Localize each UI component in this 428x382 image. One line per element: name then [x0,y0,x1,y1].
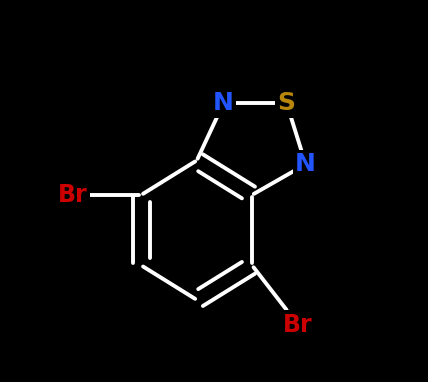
Text: N: N [213,91,234,115]
Text: Br: Br [58,183,87,207]
Text: N: N [295,152,316,176]
Text: S: S [278,91,296,115]
Text: Br: Br [283,313,313,337]
